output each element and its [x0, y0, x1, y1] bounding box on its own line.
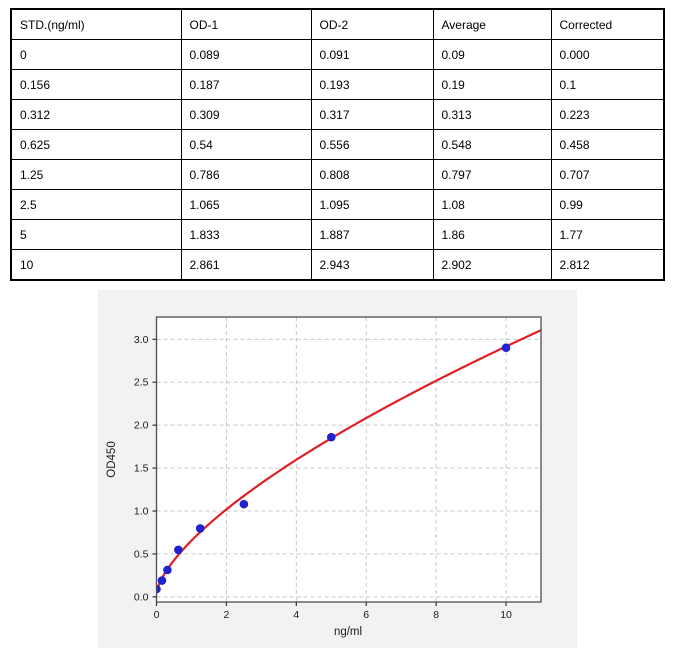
table-header-cell: Average: [432, 8, 552, 40]
table-cell: 2.902: [432, 249, 552, 281]
x-tick-label: 2: [223, 609, 229, 621]
plot-area: [156, 317, 541, 602]
table-cell: 0.808: [310, 159, 434, 190]
x-tick-label: 6: [363, 609, 369, 621]
table-cell: 0.09: [432, 39, 552, 70]
data-point: [239, 499, 249, 509]
x-tick-label: 4: [293, 609, 299, 621]
table-cell: 0.707: [550, 159, 665, 190]
data-point: [326, 432, 336, 442]
table-cell: 0.317: [310, 99, 434, 130]
table-body: 0 0.089 0.091 0.09 0.000 0.156 0.187 0.193 0.19 0…: [10, 39, 665, 281]
table-header-cell: Corrected: [550, 8, 665, 40]
table-cell: 0.625: [10, 129, 182, 160]
table-cell: 5: [10, 219, 182, 250]
table-cell: 0.000: [550, 39, 665, 70]
data-point: [163, 565, 172, 575]
table-cell: 2.812: [550, 249, 665, 281]
table-cell: 2.943: [310, 249, 434, 281]
y-tick-label: 0.0: [134, 591, 149, 603]
table-cell: 0.312: [10, 99, 182, 130]
table-cell: 0.54: [180, 129, 312, 160]
table-row: 0.312 0.309 0.317 0.313 0.223: [10, 99, 665, 130]
y-tick-label: 3.0: [134, 334, 149, 346]
table-row: 0.625 0.54 0.556 0.548 0.458: [10, 129, 665, 160]
table-header-cell: STD.(ng/ml): [10, 8, 182, 40]
table-cell: 0.223: [550, 99, 665, 130]
table-cell: 1.065: [180, 189, 312, 220]
y-tick-label: 1.0: [134, 506, 149, 518]
y-tick-label: 1.5: [134, 463, 149, 475]
data-point: [174, 545, 183, 555]
table-cell: 2.861: [180, 249, 312, 281]
y-tick-label: 2.0: [134, 420, 149, 432]
table-row: 1.25 0.786 0.808 0.797 0.707: [10, 159, 665, 190]
standard-curve-chart: 0 2 4 6 8 10 0.0 0.5 1.0 1.5 2.0 2.5 3.0 ng/ml OD450: [106, 316, 542, 638]
table-cell: 1.833: [180, 219, 312, 250]
x-tick-label: 8: [433, 609, 439, 621]
table-cell: 0.458: [550, 129, 665, 160]
x-axis-label: ng/ml: [334, 626, 362, 638]
y-tick-label: 0.5: [134, 548, 149, 560]
table-cell: 0.091: [310, 39, 434, 70]
data-point: [195, 524, 205, 533]
table-cell: 1.86: [432, 219, 552, 250]
table-row: 5 1.833 1.887 1.86 1.77: [10, 219, 665, 250]
data-point: [157, 576, 167, 585]
table-row: 0.156 0.187 0.193 0.19 0.1: [10, 69, 665, 100]
table-cell: 0: [10, 39, 182, 70]
table-cell: 0.156: [10, 69, 182, 100]
table-row: 10 2.861 2.943 2.902 2.812: [10, 249, 665, 281]
fit-curve: [156, 329, 541, 594]
table-cell: 10: [10, 249, 182, 281]
table-cell: 0.797: [432, 159, 552, 190]
standards-table: STD.(ng/ml) OD-1 OD-2 Average Corrected 0 0.0…: [10, 8, 665, 281]
table-header-cell: OD-2: [310, 8, 434, 40]
standard-curve-figure: 0 2 4 6 8 10 0.0 0.5 1.0 1.5 2.0 2.5 3.0 ng/ml OD450: [98, 290, 577, 648]
table-cell: 0.187: [180, 69, 312, 100]
y-axis-label: OD450: [106, 441, 118, 477]
table-cell: 0.19: [432, 69, 552, 100]
data-point: [156, 584, 161, 594]
table-cell: 0.1: [550, 69, 665, 100]
table-cell: 0.089: [180, 39, 312, 70]
table-cell: 1.08: [432, 189, 552, 220]
chart-layers: 0 2 4 6 8 10 0.0 0.5 1.0 1.5 2.0 2.5 3.0: [134, 316, 542, 621]
table-head: STD.(ng/ml) OD-1 OD-2 Average Corrected: [10, 8, 665, 40]
table-cell: 0.193: [310, 69, 434, 100]
table-cell: 0.313: [432, 99, 552, 130]
table-cell: 1.887: [310, 219, 434, 250]
plot-border: [155, 316, 542, 603]
table-row: 0 0.089 0.091 0.09 0.000: [10, 39, 665, 70]
table-cell: 0.309: [180, 99, 312, 130]
table-row: 2.5 1.065 1.095 1.08 0.99: [10, 189, 665, 220]
table-cell: 2.5: [10, 189, 182, 220]
table-cell: 0.786: [180, 159, 312, 190]
x-tick-label: 10: [500, 609, 512, 621]
table-header-cell: OD-1: [180, 8, 312, 40]
table-cell: 0.556: [310, 129, 434, 160]
y-tick-label: 2.5: [134, 377, 149, 389]
table-cell: 1.095: [310, 189, 434, 220]
table-cell: 0.548: [432, 129, 552, 160]
x-tick-label: 0: [154, 609, 160, 621]
table-cell: 1.77: [550, 219, 665, 250]
table-header-row: STD.(ng/ml) OD-1 OD-2 Average Corrected: [10, 8, 665, 40]
table-cell: 0.99: [550, 189, 665, 220]
data-point: [501, 343, 511, 353]
table-cell: 1.25: [10, 159, 182, 190]
